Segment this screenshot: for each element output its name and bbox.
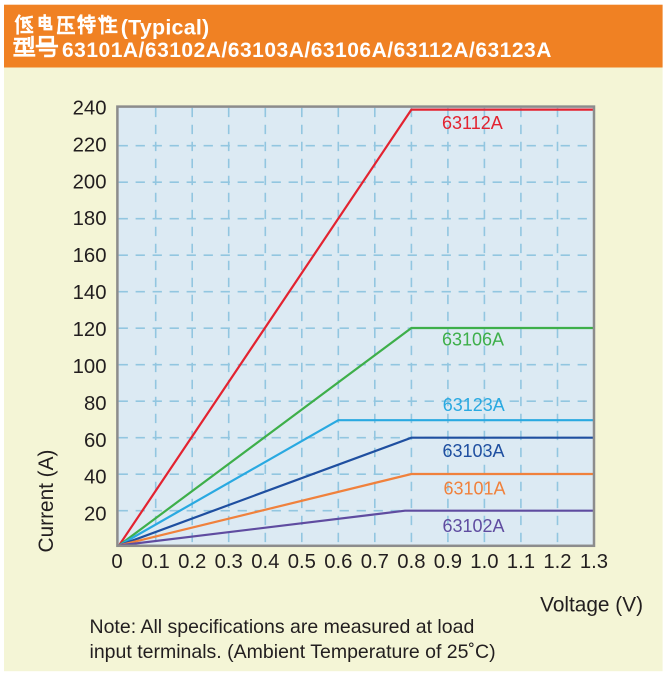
svg-text:20: 20 bbox=[84, 504, 107, 526]
svg-text:0.6: 0.6 bbox=[324, 551, 352, 573]
svg-text:140: 140 bbox=[73, 282, 107, 304]
svg-text:220: 220 bbox=[73, 134, 107, 156]
svg-text:63101A: 63101A bbox=[444, 478, 506, 498]
svg-text:60: 60 bbox=[84, 430, 107, 452]
svg-text:63103A: 63103A bbox=[443, 441, 505, 461]
svg-text:0.9: 0.9 bbox=[434, 551, 462, 573]
svg-text:0.3: 0.3 bbox=[215, 551, 243, 573]
svg-text:63112A: 63112A bbox=[442, 113, 503, 133]
svg-text:Voltage (V): Voltage (V) bbox=[540, 593, 643, 616]
svg-text:0.4: 0.4 bbox=[251, 551, 279, 573]
svg-text:Note: All specifications are m: Note: All specifications are measured at… bbox=[90, 616, 475, 638]
svg-text:1.2: 1.2 bbox=[543, 551, 571, 573]
svg-text:100: 100 bbox=[73, 356, 107, 378]
svg-text:80: 80 bbox=[84, 393, 107, 415]
svg-text:(Typical): (Typical) bbox=[121, 16, 210, 40]
svg-text:1.0: 1.0 bbox=[470, 551, 498, 573]
svg-text:Current (A): Current (A) bbox=[35, 450, 58, 553]
svg-text:120: 120 bbox=[73, 319, 107, 341]
svg-text:240: 240 bbox=[73, 97, 107, 119]
svg-text:1.1: 1.1 bbox=[507, 551, 535, 573]
svg-text:0.7: 0.7 bbox=[361, 551, 389, 573]
svg-text:40: 40 bbox=[84, 467, 107, 489]
svg-text:63106A: 63106A bbox=[442, 329, 504, 349]
svg-text:0.1: 0.1 bbox=[142, 551, 170, 573]
svg-text:0.8: 0.8 bbox=[397, 551, 425, 573]
svg-text:180: 180 bbox=[73, 208, 107, 230]
svg-text:1.3: 1.3 bbox=[580, 551, 608, 573]
svg-text:63123A: 63123A bbox=[443, 395, 505, 415]
svg-text:160: 160 bbox=[73, 245, 107, 267]
svg-text:63102A: 63102A bbox=[443, 516, 505, 536]
svg-text:63101A/63102A/63103A/63106A/63: 63101A/63102A/63103A/63106A/63112A/63123… bbox=[62, 39, 552, 62]
svg-text:input terminals. (Ambient Temp: input terminals. (Ambient Temperature of… bbox=[90, 641, 496, 663]
svg-text:200: 200 bbox=[73, 171, 107, 193]
svg-text:0.5: 0.5 bbox=[288, 551, 316, 573]
svg-text:0: 0 bbox=[111, 551, 122, 573]
svg-text:0.2: 0.2 bbox=[178, 551, 206, 573]
